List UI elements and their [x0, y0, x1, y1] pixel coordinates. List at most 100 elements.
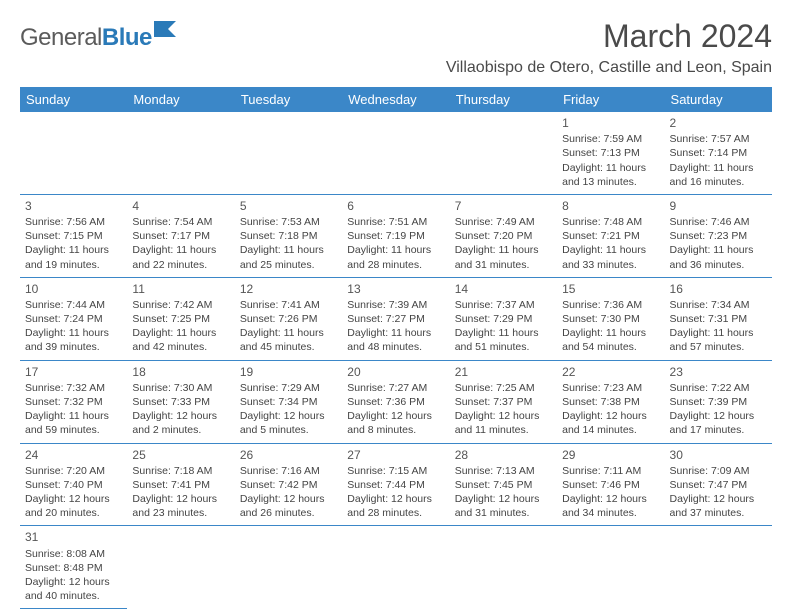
day-number: 2: [670, 115, 767, 131]
calendar-cell: 14Sunrise: 7:37 AMSunset: 7:29 PMDayligh…: [450, 277, 557, 360]
daylight-text: Daylight: 11 hours and 57 minutes.: [670, 326, 767, 354]
calendar-cell: 25Sunrise: 7:18 AMSunset: 7:41 PMDayligh…: [127, 443, 234, 526]
sunset-text: Sunset: 7:15 PM: [25, 229, 122, 243]
day-number: 4: [132, 198, 229, 214]
daylight-text: Daylight: 11 hours and 13 minutes.: [562, 161, 659, 189]
sunrise-text: Sunrise: 7:44 AM: [25, 298, 122, 312]
day-number: 9: [670, 198, 767, 214]
sunrise-text: Sunrise: 7:15 AM: [347, 464, 444, 478]
sunset-text: Sunset: 7:20 PM: [455, 229, 552, 243]
sunset-text: Sunset: 7:23 PM: [670, 229, 767, 243]
day-number: 16: [670, 281, 767, 297]
day-number: 8: [562, 198, 659, 214]
calendar-table: SundayMondayTuesdayWednesdayThursdayFrid…: [20, 87, 772, 609]
logo: GeneralBlue: [20, 24, 180, 52]
day-number: 11: [132, 281, 229, 297]
sunset-text: Sunset: 7:36 PM: [347, 395, 444, 409]
sunset-text: Sunset: 7:31 PM: [670, 312, 767, 326]
day-number: 20: [347, 364, 444, 380]
daylight-text: Daylight: 12 hours and 5 minutes.: [240, 409, 337, 437]
sunrise-text: Sunrise: 7:25 AM: [455, 381, 552, 395]
sunset-text: Sunset: 7:21 PM: [562, 229, 659, 243]
sunrise-text: Sunrise: 7:39 AM: [347, 298, 444, 312]
calendar-cell-empty: [665, 526, 772, 609]
calendar-cell-empty: [127, 526, 234, 609]
sunrise-text: Sunrise: 7:51 AM: [347, 215, 444, 229]
calendar-cell-empty: [235, 112, 342, 194]
sunset-text: Sunset: 7:45 PM: [455, 478, 552, 492]
sunset-text: Sunset: 7:39 PM: [670, 395, 767, 409]
sunrise-text: Sunrise: 7:46 AM: [670, 215, 767, 229]
sunset-text: Sunset: 7:47 PM: [670, 478, 767, 492]
calendar-cell: 5Sunrise: 7:53 AMSunset: 7:18 PMDaylight…: [235, 194, 342, 277]
daylight-text: Daylight: 12 hours and 17 minutes.: [670, 409, 767, 437]
sunset-text: Sunset: 8:48 PM: [25, 561, 122, 575]
sunrise-text: Sunrise: 7:23 AM: [562, 381, 659, 395]
calendar-cell: 18Sunrise: 7:30 AMSunset: 7:33 PMDayligh…: [127, 360, 234, 443]
daylight-text: Daylight: 11 hours and 54 minutes.: [562, 326, 659, 354]
sunset-text: Sunset: 7:30 PM: [562, 312, 659, 326]
sunrise-text: Sunrise: 7:18 AM: [132, 464, 229, 478]
calendar-cell: 17Sunrise: 7:32 AMSunset: 7:32 PMDayligh…: [20, 360, 127, 443]
daylight-text: Daylight: 12 hours and 40 minutes.: [25, 575, 122, 603]
sunrise-text: Sunrise: 7:37 AM: [455, 298, 552, 312]
calendar-row: 10Sunrise: 7:44 AMSunset: 7:24 PMDayligh…: [20, 277, 772, 360]
calendar-cell: 4Sunrise: 7:54 AMSunset: 7:17 PMDaylight…: [127, 194, 234, 277]
day-header-row: SundayMondayTuesdayWednesdayThursdayFrid…: [20, 87, 772, 112]
sunrise-text: Sunrise: 7:53 AM: [240, 215, 337, 229]
sunrise-text: Sunrise: 7:56 AM: [25, 215, 122, 229]
calendar-cell: 20Sunrise: 7:27 AMSunset: 7:36 PMDayligh…: [342, 360, 449, 443]
sunrise-text: Sunrise: 7:36 AM: [562, 298, 659, 312]
day-number: 21: [455, 364, 552, 380]
day-header: Tuesday: [235, 87, 342, 112]
sunrise-text: Sunrise: 7:49 AM: [455, 215, 552, 229]
calendar-row: 17Sunrise: 7:32 AMSunset: 7:32 PMDayligh…: [20, 360, 772, 443]
daylight-text: Daylight: 12 hours and 23 minutes.: [132, 492, 229, 520]
day-number: 1: [562, 115, 659, 131]
sunrise-text: Sunrise: 7:59 AM: [562, 132, 659, 146]
sunrise-text: Sunrise: 7:41 AM: [240, 298, 337, 312]
calendar-cell: 31Sunrise: 8:08 AMSunset: 8:48 PMDayligh…: [20, 526, 127, 609]
calendar-cell: 6Sunrise: 7:51 AMSunset: 7:19 PMDaylight…: [342, 194, 449, 277]
calendar-cell: 30Sunrise: 7:09 AMSunset: 7:47 PMDayligh…: [665, 443, 772, 526]
sunset-text: Sunset: 7:19 PM: [347, 229, 444, 243]
calendar-cell: 21Sunrise: 7:25 AMSunset: 7:37 PMDayligh…: [450, 360, 557, 443]
calendar-cell: 29Sunrise: 7:11 AMSunset: 7:46 PMDayligh…: [557, 443, 664, 526]
sunrise-text: Sunrise: 7:11 AM: [562, 464, 659, 478]
calendar-cell: 26Sunrise: 7:16 AMSunset: 7:42 PMDayligh…: [235, 443, 342, 526]
calendar-cell-empty: [450, 526, 557, 609]
daylight-text: Daylight: 11 hours and 48 minutes.: [347, 326, 444, 354]
calendar-cell-empty: [235, 526, 342, 609]
daylight-text: Daylight: 12 hours and 34 minutes.: [562, 492, 659, 520]
daylight-text: Daylight: 11 hours and 36 minutes.: [670, 243, 767, 271]
sunrise-text: Sunrise: 7:34 AM: [670, 298, 767, 312]
day-number: 14: [455, 281, 552, 297]
calendar-cell: 13Sunrise: 7:39 AMSunset: 7:27 PMDayligh…: [342, 277, 449, 360]
day-number: 28: [455, 447, 552, 463]
daylight-text: Daylight: 12 hours and 20 minutes.: [25, 492, 122, 520]
day-number: 19: [240, 364, 337, 380]
sunrise-text: Sunrise: 7:57 AM: [670, 132, 767, 146]
calendar-row: 31Sunrise: 8:08 AMSunset: 8:48 PMDayligh…: [20, 526, 772, 609]
daylight-text: Daylight: 11 hours and 31 minutes.: [455, 243, 552, 271]
day-number: 24: [25, 447, 122, 463]
calendar-cell: 11Sunrise: 7:42 AMSunset: 7:25 PMDayligh…: [127, 277, 234, 360]
sunset-text: Sunset: 7:13 PM: [562, 146, 659, 160]
sunset-text: Sunset: 7:14 PM: [670, 146, 767, 160]
daylight-text: Daylight: 11 hours and 25 minutes.: [240, 243, 337, 271]
daylight-text: Daylight: 11 hours and 22 minutes.: [132, 243, 229, 271]
sunset-text: Sunset: 7:37 PM: [455, 395, 552, 409]
sunrise-text: Sunrise: 7:48 AM: [562, 215, 659, 229]
sunrise-text: Sunrise: 7:20 AM: [25, 464, 122, 478]
sunset-text: Sunset: 7:29 PM: [455, 312, 552, 326]
day-number: 25: [132, 447, 229, 463]
sunrise-text: Sunrise: 7:09 AM: [670, 464, 767, 478]
daylight-text: Daylight: 12 hours and 26 minutes.: [240, 492, 337, 520]
calendar-cell: 16Sunrise: 7:34 AMSunset: 7:31 PMDayligh…: [665, 277, 772, 360]
calendar-cell: 28Sunrise: 7:13 AMSunset: 7:45 PMDayligh…: [450, 443, 557, 526]
sunset-text: Sunset: 7:44 PM: [347, 478, 444, 492]
day-header: Saturday: [665, 87, 772, 112]
calendar-cell: 27Sunrise: 7:15 AMSunset: 7:44 PMDayligh…: [342, 443, 449, 526]
calendar-cell: 10Sunrise: 7:44 AMSunset: 7:24 PMDayligh…: [20, 277, 127, 360]
daylight-text: Daylight: 11 hours and 42 minutes.: [132, 326, 229, 354]
